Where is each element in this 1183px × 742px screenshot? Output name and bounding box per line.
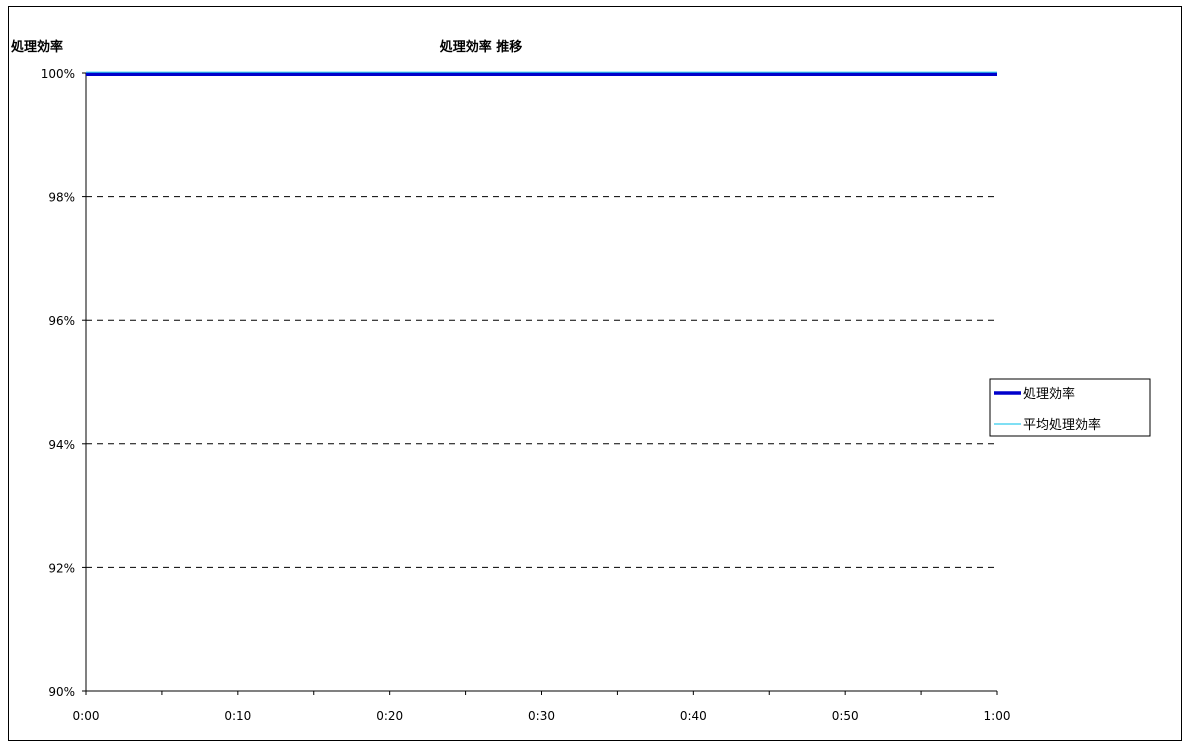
- series-lines: [86, 71, 997, 76]
- y-tick-label: 98%: [48, 191, 75, 205]
- x-tick-label: 0:50: [832, 709, 859, 723]
- x-tick-label: 1:00: [984, 709, 1011, 723]
- x-tick-label: 0:10: [224, 709, 251, 723]
- x-tick-label: 0:40: [680, 709, 707, 723]
- y-tick-label: 90%: [48, 685, 75, 699]
- y-tick-label: 94%: [48, 438, 75, 452]
- axes: [82, 72, 998, 695]
- chart-title: 処理効率 推移: [439, 39, 523, 55]
- chart-frame: 処理効率 処理効率 推移 90% 92% 94% 96% 98% 100% 0:00 0:1…: [8, 6, 1182, 741]
- legend-box: [989, 378, 1151, 437]
- x-tick-label: 0:20: [376, 709, 403, 723]
- chart-svg: 処理効率 処理効率 推移 90% 92% 94% 96% 98% 100% 0:00 0:1…: [10, 39, 1151, 723]
- x-tick-label: 0:30: [528, 709, 555, 723]
- y-tick-label: 100%: [41, 67, 75, 81]
- x-tick-label: 0:00: [73, 709, 100, 723]
- legend-label-average-efficiency: 平均処理効率: [1023, 417, 1101, 433]
- y-tick-label: 92%: [48, 561, 75, 575]
- y-axis-label: 処理効率: [10, 39, 63, 55]
- legend-label-efficiency: 処理効率: [1023, 386, 1075, 402]
- grid-lines: [86, 196, 997, 568]
- y-tick-labels: 90% 92% 94% 96% 98% 100%: [41, 67, 75, 699]
- x-tick-labels: 0:00 0:10 0:20 0:30 0:40 0:50 1:00: [73, 709, 1011, 723]
- y-tick-label: 96%: [48, 314, 75, 328]
- legend: 処理効率 平均処理効率: [989, 378, 1151, 437]
